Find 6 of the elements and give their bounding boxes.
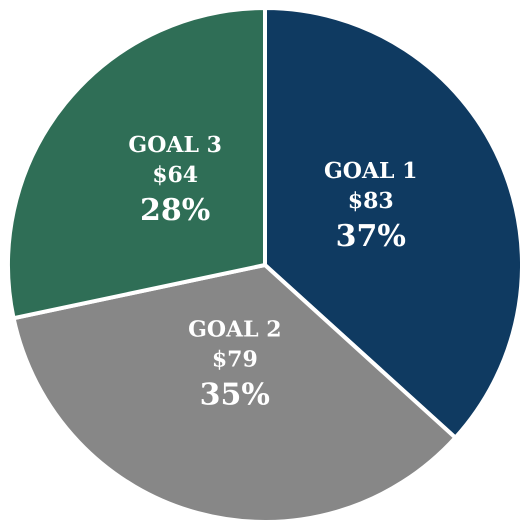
slice-label: GOAL 1 bbox=[324, 158, 418, 184]
slice-label: GOAL 2 bbox=[188, 316, 282, 343]
data-label: $79 35% bbox=[200, 346, 270, 413]
slice-label: GOAL 3 bbox=[128, 132, 222, 158]
data-label: $83 37% bbox=[336, 188, 406, 254]
data-label: $64 28% bbox=[140, 162, 210, 228]
